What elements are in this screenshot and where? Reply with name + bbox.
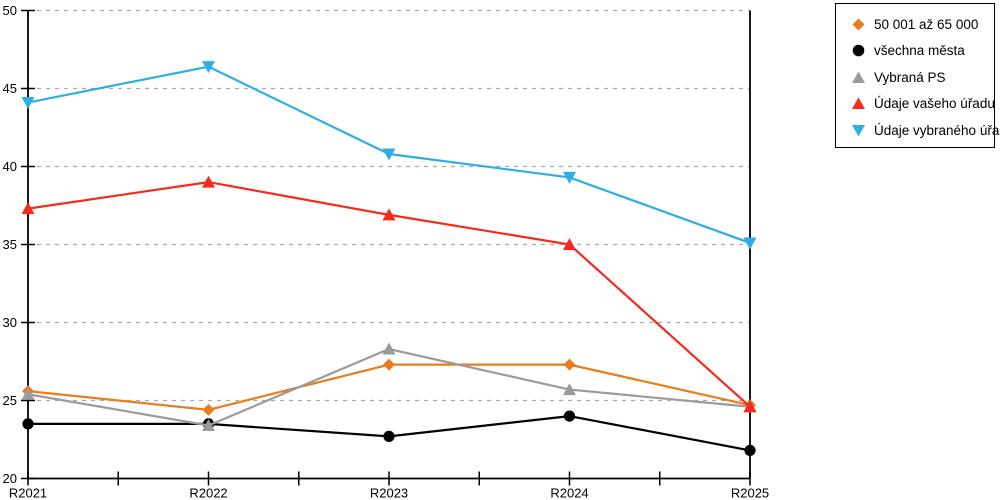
data-point [382, 148, 396, 161]
legend-item-2: Vybraná PS [852, 64, 994, 91]
legend-item-3: Údaje vašeho úřadu [852, 91, 995, 118]
y-tick-label: 50 [3, 3, 17, 18]
data-point [563, 358, 576, 371]
legend-label: všechna města [874, 43, 965, 59]
data-point [382, 208, 396, 221]
data-point [383, 358, 395, 371]
legend-item-0: 50 001 až 65 000 [852, 11, 994, 38]
data-point [563, 171, 576, 184]
x-tick-label: R2024 [550, 486, 588, 500]
legend-label: 50 001 až 65 000 [874, 16, 979, 32]
y-tick-label: 40 [3, 159, 17, 174]
data-point [21, 97, 35, 110]
x-tick-label: R2022 [189, 486, 227, 500]
y-tick-label: 35 [3, 237, 17, 252]
data-point [21, 387, 35, 400]
series-line-0 [27, 363, 751, 411]
data-point [383, 430, 395, 442]
data-point [743, 237, 757, 250]
y-tick-label: 25 [3, 393, 17, 408]
y-tick-label: 45 [3, 81, 17, 96]
triangle-up-icon [852, 97, 865, 110]
legend-label: Údaje vybraného úřadu [874, 122, 1000, 138]
x-tick-label: R2023 [370, 486, 408, 500]
data-point [21, 202, 35, 215]
data-point [202, 418, 215, 431]
triangle-up-icon [852, 71, 865, 83]
data-point [563, 410, 576, 422]
legend-label: Vybraná PS [874, 69, 946, 85]
legend-item-1: všechna města [852, 38, 994, 65]
data-point [22, 418, 34, 430]
legend-label: Údaje vašeho úřadu [874, 96, 995, 112]
data-point [202, 403, 215, 416]
data-point [382, 342, 396, 355]
data-point [202, 61, 215, 74]
circle-icon [852, 44, 865, 57]
data-point [743, 400, 757, 413]
legend: 50 001 až 65 000 všechna města Vybraná PS Ú… [835, 3, 1000, 148]
diamond-icon [852, 18, 865, 31]
data-point [202, 175, 215, 188]
data-point [563, 383, 576, 396]
y-tick-label: 20 [3, 471, 17, 486]
y-tick-label: 30 [3, 315, 17, 330]
legend-item-4: Údaje vybraného úřadu [852, 117, 1000, 144]
data-point [744, 444, 756, 457]
x-tick-label: R2021 [9, 486, 47, 500]
x-tick-label: R2025 [731, 486, 769, 500]
data-point [563, 238, 576, 250]
triangle-down-icon [852, 124, 865, 137]
